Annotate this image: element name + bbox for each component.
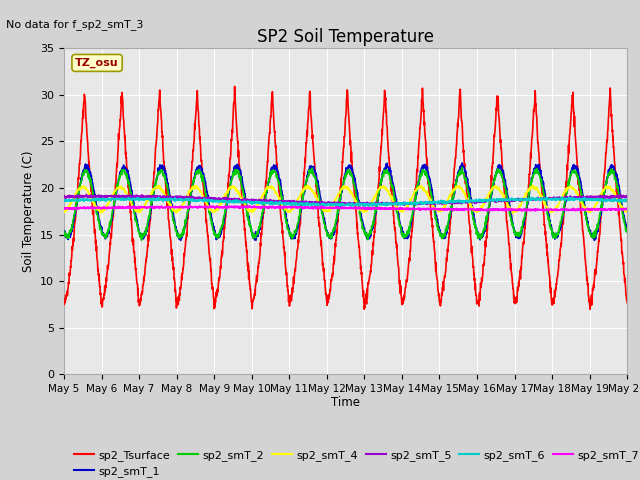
Text: TZ_osu: TZ_osu (76, 58, 119, 68)
Text: No data for f_sp2_smT_3: No data for f_sp2_smT_3 (6, 19, 144, 30)
Legend: sp2_Tsurface, sp2_smT_1, sp2_smT_2, sp2_smT_4, sp2_smT_5, sp2_smT_6, sp2_smT_7: sp2_Tsurface, sp2_smT_1, sp2_smT_2, sp2_… (70, 445, 640, 480)
Y-axis label: Soil Temperature (C): Soil Temperature (C) (22, 150, 35, 272)
Title: SP2 Soil Temperature: SP2 Soil Temperature (257, 28, 434, 47)
X-axis label: Time: Time (331, 396, 360, 408)
